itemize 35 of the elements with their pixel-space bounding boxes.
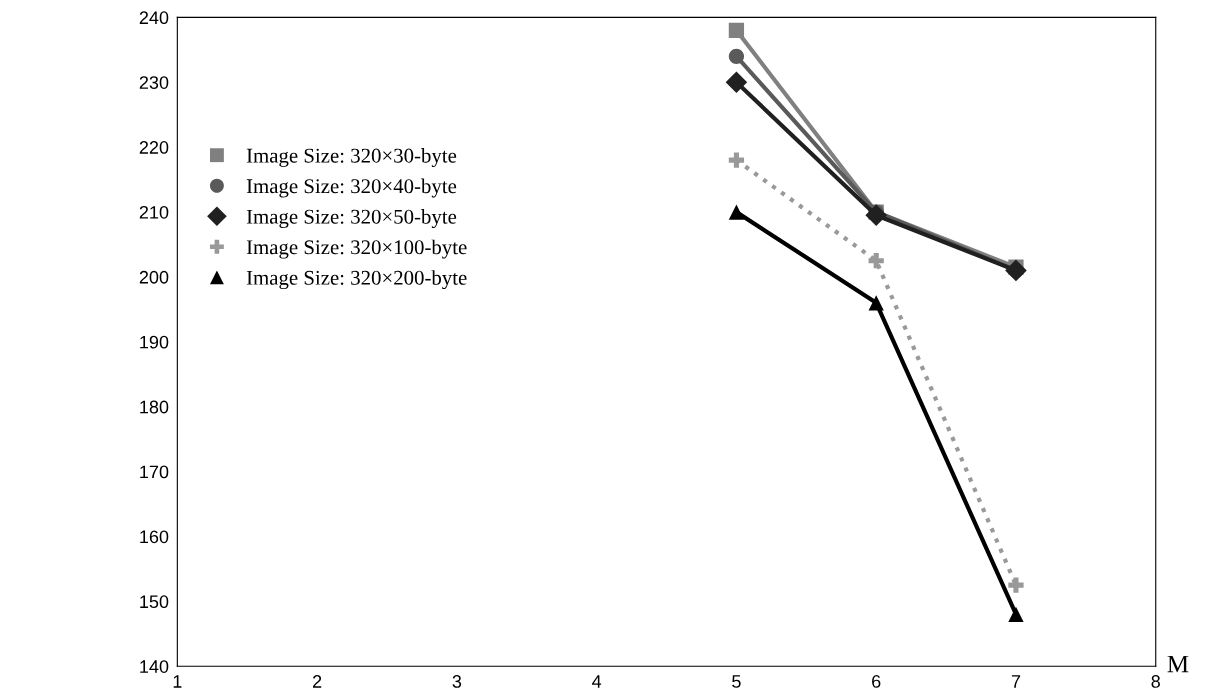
point: [1008, 577, 1024, 593]
legend-label: Image Size: 320×30-byte: [246, 148, 457, 167]
legend-label: Image Size: 320×40-byte: [246, 178, 457, 198]
x-tick-label: 6: [872, 675, 881, 688]
x-tick-label: 7: [1011, 675, 1021, 688]
y-tick-label: 230: [139, 76, 169, 89]
y-tick-label: 190: [140, 335, 169, 349]
x-tick-label: 2: [312, 675, 322, 688]
y-tick-label: 140: [140, 660, 169, 673]
y-tick-label: 200: [139, 270, 169, 284]
point: [1008, 606, 1024, 622]
y-tick-label: 220: [139, 141, 169, 154]
y-tick-label: 240: [139, 11, 169, 25]
x-tick-label: 1: [173, 675, 182, 688]
point: [728, 22, 745, 38]
point: [728, 204, 745, 220]
point: [865, 204, 887, 227]
x-tick-label: 8: [1151, 675, 1160, 688]
y-tick-label: 170: [140, 465, 169, 479]
point: [868, 295, 884, 311]
point: [725, 71, 748, 94]
point: [728, 152, 745, 168]
y-tick-label: 160: [140, 530, 169, 544]
y-tick-label: 210: [139, 205, 169, 219]
x-axis-title: M: [1167, 655, 1189, 673]
y-tick-label: 150: [140, 595, 169, 609]
point: [728, 48, 745, 64]
point: [868, 253, 884, 269]
legend-label: Image Size: 320×200-byte: [246, 270, 467, 290]
x-tick-label: 5: [732, 675, 741, 688]
x-tick-label: 4: [592, 675, 602, 688]
y-tick-label: 180: [140, 400, 169, 414]
legend-label: Image Size: 320×100-byte: [246, 239, 467, 259]
x-tick-label: 3: [452, 675, 462, 688]
legend-label: Image Size: 320×50-byte: [246, 209, 457, 229]
